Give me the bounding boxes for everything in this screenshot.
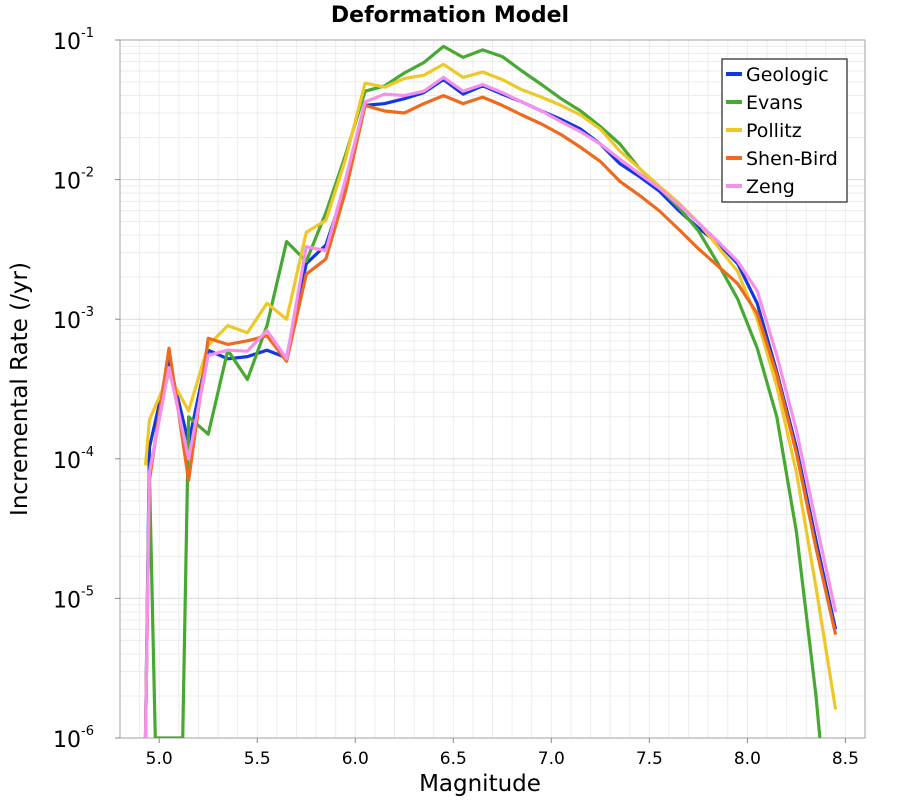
y-tick-label: 10-1: [53, 26, 94, 55]
y-tick-label: 10-4: [53, 445, 94, 474]
legend-label-pollitz: Pollitz: [746, 120, 802, 142]
x-tick-label: 6.5: [440, 749, 467, 769]
series-line-shen-bird: [143, 93, 838, 738]
y-tick-label: 10-5: [53, 584, 94, 613]
y-tick-label: 10-3: [53, 305, 94, 334]
legend-label-shen-bird: Shen-Bird: [746, 148, 838, 170]
y-axis-ticks: 10-6 10-5 10-4 10-3 10-2 10-1: [53, 26, 120, 753]
x-tick-label: 5.5: [244, 749, 271, 769]
x-tick-label: 7.0: [538, 749, 565, 769]
legend-box: [721, 58, 848, 203]
x-tick-label: 5.0: [146, 749, 173, 769]
x-tick-label: 6.0: [342, 749, 369, 769]
series-line-pollitz: [143, 62, 838, 710]
plot-area-border: [119, 39, 866, 739]
series-layer: [143, 44, 838, 738]
chart-title: Deformation Model: [331, 3, 569, 28]
x-tick-label: 8.0: [734, 749, 761, 769]
y-axis-label: Incremental Rate (/yr): [7, 262, 33, 516]
y-tick-label: 10-2: [53, 166, 94, 195]
x-tick-label: 8.5: [832, 749, 859, 769]
x-axis-ticks: 5.0 5.5 6.0 6.5 7.0 7.5 8.0 8.5: [146, 738, 859, 769]
legend-label-zeng: Zeng: [746, 176, 795, 198]
series-line-zeng: [143, 75, 838, 738]
legend-label-evans: Evans: [746, 92, 803, 114]
x-tick-label: 7.5: [636, 749, 663, 769]
legend: Geologic Evans Pollitz Shen-Bird Zeng: [721, 58, 848, 203]
x-axis-label: Magnitude: [419, 771, 541, 797]
y-tick-label: 10-6: [53, 724, 94, 753]
series-line-evans: [143, 44, 822, 738]
legend-label-geologic: Geologic: [746, 64, 829, 86]
